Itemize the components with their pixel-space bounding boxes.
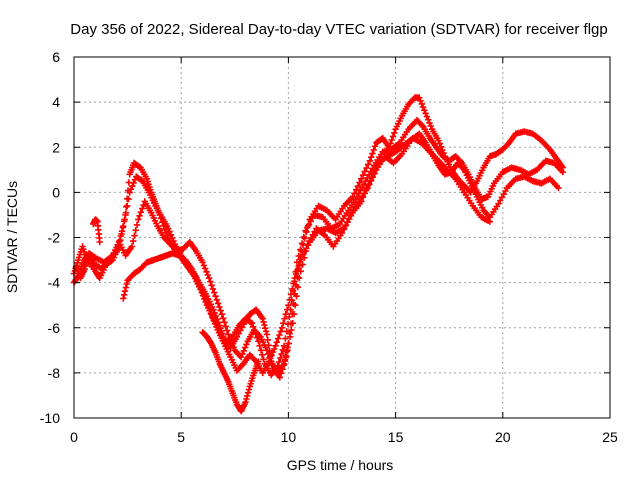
data-point-markers [199, 329, 262, 415]
chart-title: Day 356 of 2022, Sidereal Day-to-day VTE… [70, 21, 607, 38]
data-point-markers [70, 94, 566, 377]
x-tick-label: 10 [281, 429, 297, 445]
y-axis-ticks: -10 -8 -6 -4 -2 0 2 4 6 [40, 49, 610, 426]
grid-lines [74, 57, 610, 418]
y-tick-label: 2 [52, 139, 60, 155]
x-tick-label: 25 [602, 429, 618, 445]
x-tick-label: 20 [495, 429, 511, 445]
y-tick-label: -2 [48, 230, 61, 246]
y-tick-label: -10 [40, 410, 60, 426]
series-track-4 [120, 135, 494, 377]
y-tick-label: -6 [48, 320, 61, 336]
data-points [70, 94, 566, 415]
data-point-markers [90, 216, 103, 246]
x-tick-label: 15 [388, 429, 404, 445]
y-tick-label: -4 [48, 275, 61, 291]
x-axis-label: GPS time / hours [287, 457, 394, 473]
series-track-1 [70, 94, 566, 377]
y-axis-label: SDTVAR / TECUs [4, 181, 20, 293]
x-tick-label: 0 [70, 429, 78, 445]
y-tick-label: -8 [48, 365, 61, 381]
series-track-6 [90, 216, 103, 246]
y-tick-label: 4 [52, 94, 60, 110]
x-axis-ticks: 0 5 10 15 20 25 [70, 57, 618, 445]
y-tick-label: 6 [52, 49, 60, 65]
series-track-3 [72, 130, 562, 381]
x-tick-label: 5 [177, 429, 185, 445]
data-point-markers [120, 135, 494, 377]
data-point-markers [72, 130, 562, 381]
series-track-5 [199, 329, 262, 415]
y-tick-label: 0 [52, 184, 60, 200]
